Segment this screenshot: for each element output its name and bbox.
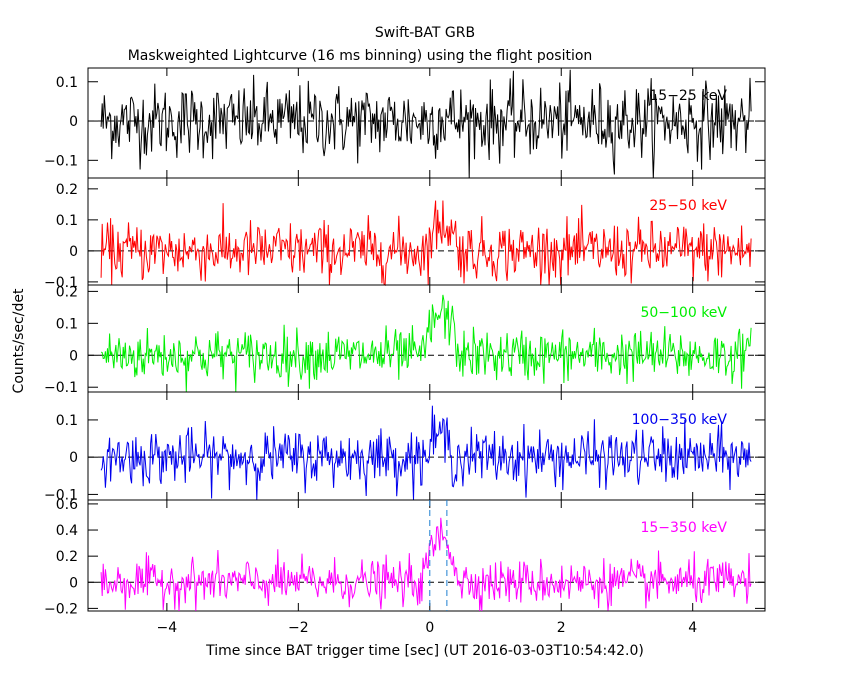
lightcurve-series [100,294,752,393]
chart-subtitle: Maskweighted Lightcurve (16 ms binning) … [128,48,593,64]
y-tick-label: −0.1 [44,487,78,503]
x-tick-label: 2 [557,620,566,636]
panel-25-50-kev: −0.1 0 0.1 0.2 25−50 keV [44,177,766,291]
x-tick-label: −2 [288,620,309,636]
panels: −0.100.115−25 keV−0.100.10.225−50 keV−0.… [44,67,766,617]
y-tick-label: 0 [69,114,78,130]
y-tick-label: 0.2 [56,549,78,565]
panel-50-100-kev: −0.1 0 0.1 0.2 50−100 keV [44,284,766,396]
y-tick-label: 0 [69,450,78,466]
panel-frame [87,499,766,612]
lightcurve-series [100,200,752,287]
band-label: 25−50 keV [649,198,727,214]
y-tick-label: −0.1 [44,275,78,291]
x-axis-label: Time since BAT trigger time [sec] (UT 20… [205,643,644,659]
y-tick-label: −0.1 [44,153,78,169]
y-tick-label: 0.1 [56,75,78,91]
panel-15-25-kev: −0.1 0 0.1 15−25 keV [44,67,766,179]
panel-15-350-kev: −0.2 0 0.2 0.4 0.6 15−350 keV [44,497,766,617]
lightcurve-series [100,517,752,612]
band-label: 15−25 keV [649,88,727,104]
y-tick-label: 0.1 [56,316,78,332]
y-tick-label: 0.6 [56,497,78,513]
y-tick-label: 0 [69,575,78,591]
y-tick-label: −0.2 [44,601,78,617]
y-axis-label: Counts/sec/det [11,288,27,393]
y-tick-label: 0 [69,244,78,260]
y-tick-label: 0 [69,348,78,364]
x-tick-label: 4 [688,620,697,636]
x-tick-label: 0 [425,620,434,636]
x-tick-label: −4 [157,620,178,636]
lightcurve-series [100,405,752,501]
y-tick-label: 0.2 [56,182,78,198]
lightcurve-series [100,69,752,179]
y-tick-label: 0.1 [56,413,78,429]
x-axis: −4 −2 0 2 4 [157,620,698,636]
band-label: 50−100 keV [640,305,727,321]
band-label: 15−350 keV [640,520,727,536]
band-label: 100−350 keV [632,412,728,428]
y-tick-label: 0.4 [56,523,78,539]
trigger-markers [429,500,448,611]
chart-title: Swift-BAT GRB [375,25,475,41]
y-tick-label: 0.2 [56,284,78,300]
y-tick-label: 0.1 [56,213,78,229]
y-tick-label: −0.1 [44,380,78,396]
panel-100-350-kev: −0.1 0 0.1 100−350 keV [44,391,766,503]
